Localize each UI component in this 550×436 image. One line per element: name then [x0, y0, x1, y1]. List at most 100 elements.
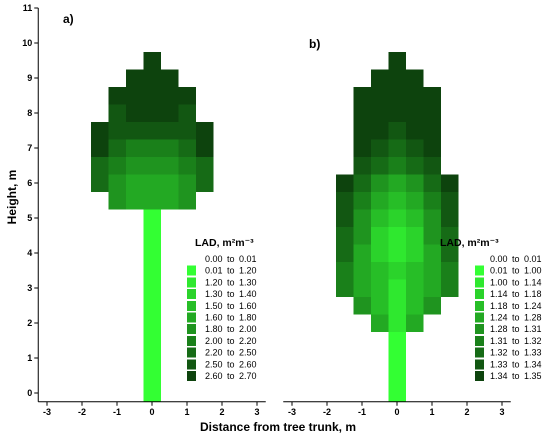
lad-cell	[335, 209, 354, 227]
lad-cell	[125, 86, 144, 105]
lad-cell	[423, 209, 441, 227]
x-tick-label: 2	[219, 407, 224, 417]
lad-cell	[143, 331, 161, 350]
lad-cell	[388, 226, 406, 245]
legend-swatch	[187, 324, 196, 335]
lad-cell	[353, 279, 371, 297]
legend-label: 2.50 to 2.60	[205, 359, 257, 369]
legend-swatch	[475, 347, 484, 358]
lad-cell	[388, 86, 406, 105]
lad-cell	[388, 366, 406, 385]
lad-cell	[143, 261, 161, 280]
legend-title-a: LAD, m²m⁻³	[195, 237, 254, 249]
legend-label: 1.24 to 1.28	[490, 313, 542, 323]
lad-cell	[353, 174, 371, 192]
lad-cell	[405, 69, 424, 87]
lad-cell	[405, 104, 424, 122]
lad-cell	[353, 244, 371, 262]
lad-cell	[108, 121, 126, 140]
lad-cell	[388, 51, 406, 70]
lad-cell	[143, 349, 161, 367]
lad-cell	[370, 69, 389, 87]
lad-cell	[370, 139, 389, 157]
lad-cell	[335, 174, 354, 192]
lad-cell	[108, 174, 126, 192]
lad-cell	[405, 261, 424, 280]
lad-cell	[335, 226, 354, 245]
legend-swatch	[187, 254, 196, 264]
lad-cell	[353, 86, 371, 105]
legend-label: 1.80 to 2.00	[205, 324, 257, 334]
lad-cell	[423, 191, 441, 210]
legend-label: 1.31 to 1.32	[490, 336, 542, 346]
lad-cell	[353, 209, 371, 227]
lad-cell	[423, 139, 441, 157]
lad-cell	[160, 121, 179, 140]
y-tick-label: 6	[27, 178, 32, 188]
lad-cell	[405, 174, 424, 192]
lad-cell	[388, 174, 406, 192]
lad-cell	[108, 156, 126, 175]
lad-cell	[388, 139, 406, 157]
y-tick-label: 10	[22, 38, 32, 48]
lad-cell	[440, 191, 459, 210]
legend-label: 0.00 to 0.01	[205, 254, 257, 264]
lad-cell	[423, 296, 441, 315]
lad-cell	[388, 121, 406, 140]
legend-label: 0.00 to 0.01	[490, 254, 542, 264]
lad-cell	[353, 139, 371, 157]
lad-cell	[143, 191, 161, 210]
lad-cell	[388, 156, 406, 175]
lad-cell	[405, 209, 424, 227]
lad-cell	[405, 244, 424, 262]
lad-cell	[335, 261, 354, 280]
lad-cell	[405, 156, 424, 175]
y-tick-label: 9	[27, 73, 32, 83]
lad-cell	[108, 191, 126, 210]
lad-cell	[353, 156, 371, 175]
x-tick-label: -2	[323, 407, 331, 417]
lad-cell	[160, 104, 179, 122]
legend-b: 0.00 to 0.01 0.01 to 1.001.00 to 1.14 1.14…	[475, 254, 542, 381]
lad-cell	[178, 174, 196, 192]
x-tick-label: 3	[254, 407, 259, 417]
lad-cell	[160, 174, 179, 192]
lad-cell	[125, 121, 144, 140]
x-tick-label: -3	[43, 407, 51, 417]
y-axis-label: Height, m	[5, 170, 19, 225]
lad-cell	[405, 191, 424, 210]
lad-cell	[388, 384, 406, 402]
y-tick-label: 3	[27, 283, 32, 293]
lad-cell	[125, 156, 144, 175]
y-tick-label: 0	[27, 388, 32, 398]
lad-cell	[160, 191, 179, 210]
lad-cell	[440, 279, 459, 297]
lad-cell	[125, 174, 144, 192]
lad-cell	[90, 139, 109, 157]
legend-swatch	[475, 289, 484, 300]
x-tick-label: 3	[499, 407, 504, 417]
legend-label: 1.20 to 1.30	[205, 277, 257, 287]
lad-cell	[178, 139, 196, 157]
legend-swatch	[475, 312, 484, 323]
lad-cell	[90, 156, 109, 175]
heatmap-panel-a: -3 -2 -1 0 1 2 3 0 1 2 3 4 5 6 7 8 9 10 11	[22, 3, 266, 417]
lad-cell	[143, 279, 161, 297]
lad-cell	[143, 384, 161, 402]
lad-cell	[388, 104, 406, 122]
lad-cell	[405, 121, 424, 140]
lad-cell	[125, 191, 144, 210]
legend-swatch	[187, 289, 196, 300]
lad-cell	[143, 156, 161, 175]
lad-cell	[388, 331, 406, 350]
legend-label: 1.33 to 1.34	[490, 359, 542, 369]
legend-swatch	[187, 312, 196, 323]
y-tick-label: 7	[27, 143, 32, 153]
lad-cell	[440, 261, 459, 280]
lad-cell	[423, 226, 441, 245]
legend-label: 2.60 to 2.70	[205, 371, 257, 381]
lad-cell	[143, 226, 161, 245]
